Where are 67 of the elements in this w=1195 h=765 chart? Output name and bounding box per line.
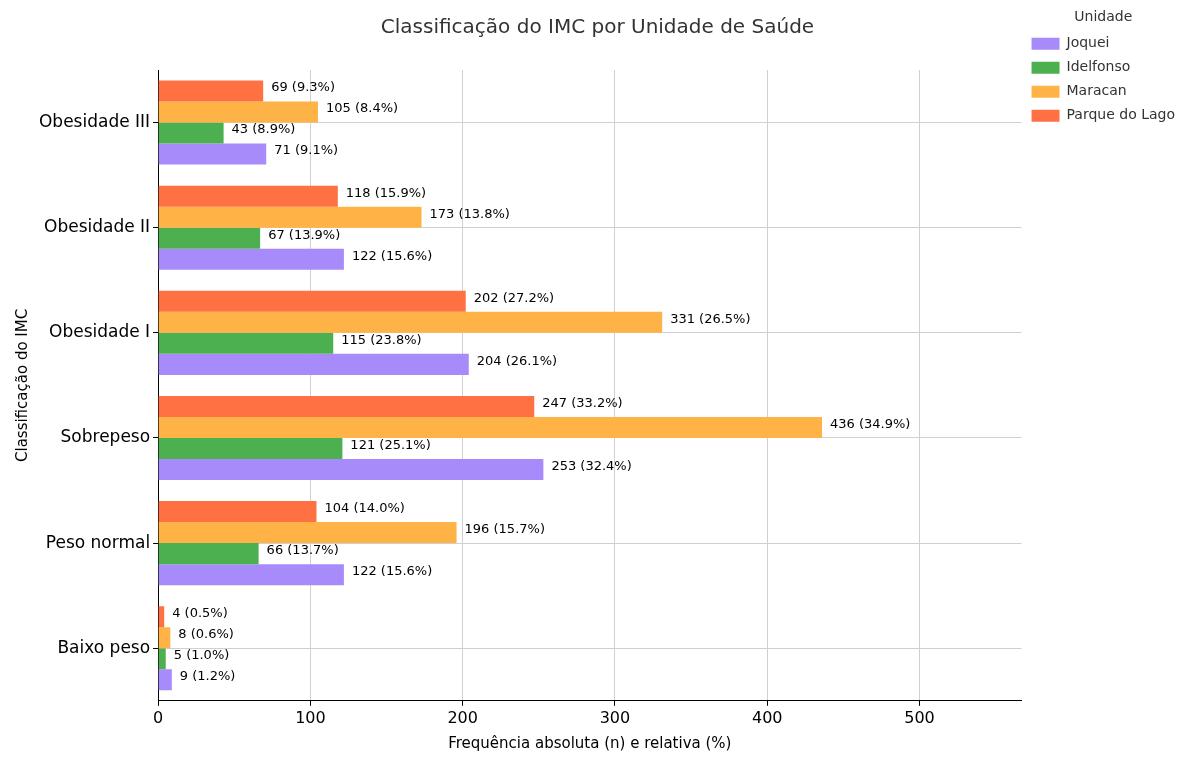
bar: [158, 143, 267, 165]
legend-label: Maracan: [1066, 82, 1127, 99]
y-tick-label: Peso normal: [45, 531, 151, 552]
data-label: 66 (13.7%): [266, 541, 339, 557]
bar: [158, 669, 172, 691]
bar: [158, 543, 259, 565]
x-tick-label: 0: [153, 707, 164, 727]
y-tick-label: Obesidade III: [38, 110, 151, 131]
bar: [158, 564, 344, 586]
y-tick-label: Obesidade II: [44, 216, 151, 237]
y-axis-title: Classificação do IMC: [12, 308, 31, 463]
bar: [158, 627, 171, 649]
bar: [158, 311, 663, 333]
bar: [158, 522, 457, 544]
data-label: 253 (32.4%): [551, 457, 632, 473]
bar: [158, 206, 422, 228]
x-axis-title: Frequência absoluta (n) e relativa (%): [448, 733, 732, 752]
bar: [158, 416, 823, 438]
x-tick-label: 200: [447, 707, 478, 727]
legend-label: Parque do Lago: [1066, 106, 1176, 123]
data-label: 69 (9.3%): [271, 79, 336, 95]
bar: [158, 501, 317, 523]
data-label: 202 (27.2%): [473, 289, 555, 305]
bar: [158, 353, 469, 375]
data-label: 436 (34.9%): [830, 415, 911, 431]
legend-title: Unidade: [1074, 7, 1133, 24]
data-label: 9 (1.2%): [179, 668, 236, 684]
x-tick-label: 100: [295, 707, 326, 727]
data-label: 331 (26.5%): [670, 310, 751, 326]
bar: [158, 437, 343, 459]
bar: [158, 290, 466, 312]
y-tick-label: Sobrepeso: [60, 426, 151, 447]
bar: [158, 248, 344, 270]
bar: [158, 332, 334, 354]
data-label: 122 (15.6%): [351, 563, 433, 579]
x-tick-label: 400: [751, 707, 783, 727]
data-label: 5 (1.0%): [173, 647, 230, 663]
bar: [158, 395, 535, 417]
data-label: 43 (8.9%): [231, 121, 296, 137]
bar: [158, 458, 544, 481]
data-label: 4 (0.5%): [172, 605, 228, 621]
data-label: 122 (15.6%): [351, 247, 433, 263]
data-label: 247 (33.2%): [542, 394, 623, 410]
y-tick-label: Obesidade I: [49, 321, 151, 342]
legend-label: Idelfonso: [1066, 58, 1131, 75]
x-tick-label: 500: [904, 707, 935, 727]
chart-title: Classificação do IMC por Unidade de Saúde: [380, 14, 815, 39]
y-tick-label: Baixo peso: [57, 636, 151, 657]
data-label: 105 (8.4%): [326, 100, 399, 116]
data-label: 8 (0.6%): [178, 626, 234, 642]
bar: [158, 80, 264, 102]
legend-label: Joquei: [1065, 34, 1110, 51]
data-label: 104 (14.0%): [324, 499, 405, 515]
data-label: 115 (23.8%): [341, 331, 422, 347]
data-label: 67 (13.9%): [268, 226, 341, 242]
bar: [158, 101, 319, 123]
data-label: 204 (26.1%): [476, 352, 558, 368]
data-label: 121 (25.1%): [350, 436, 431, 452]
x-tick-label: 300: [599, 707, 631, 727]
bar: [158, 185, 338, 207]
bar: [158, 227, 261, 249]
data-label: 118 (15.9%): [345, 184, 427, 200]
data-label: 173 (13.8%): [429, 205, 510, 221]
data-label: 196 (15.7%): [464, 520, 545, 536]
bar: [158, 648, 166, 670]
data-label: 71 (9.1%): [274, 142, 339, 158]
bar: [158, 122, 224, 144]
